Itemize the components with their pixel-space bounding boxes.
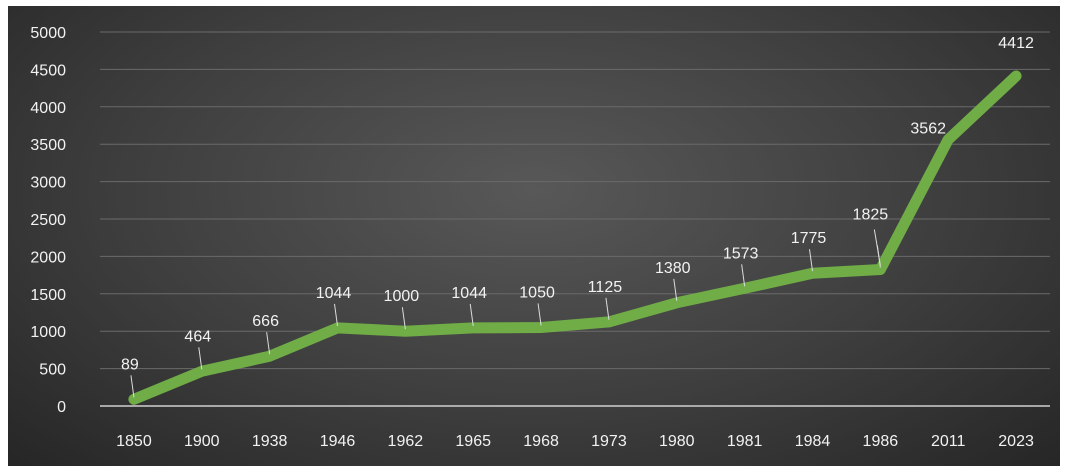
label-leader-line	[873, 229, 881, 266]
x-tick-label: 1984	[795, 433, 831, 450]
y-tick-label: 1000	[30, 324, 66, 341]
x-tick-label: 1938	[252, 433, 288, 450]
y-tick-label: 4000	[30, 100, 66, 117]
x-tick-label: 1850	[116, 433, 152, 450]
y-tick-label: 1500	[30, 287, 66, 304]
y-tick-label: 0	[57, 399, 66, 416]
x-tick-label: 1981	[727, 433, 763, 450]
label-leader-line	[605, 297, 610, 320]
x-tick-label: 1962	[388, 433, 424, 450]
data-label: 464	[184, 328, 211, 345]
y-tick-label: 3000	[30, 175, 66, 192]
data-label: 1044	[316, 285, 352, 302]
label-leader-line	[130, 375, 135, 398]
label-leader-line	[401, 307, 406, 330]
y-tick-label: 2000	[30, 249, 66, 266]
chart-area: 0 500 1000 1500 2000 2500 3000 3500 4000 4500 5000…	[8, 6, 1060, 466]
y-tick-label: 2500	[30, 212, 66, 229]
data-label: 4412	[998, 35, 1034, 52]
data-label: 3562	[910, 121, 946, 138]
label-leader-line	[266, 332, 271, 355]
label-leader-line	[673, 278, 678, 301]
label-leader-line	[198, 347, 203, 370]
label-leader-line	[809, 249, 813, 272]
data-label: 1380	[655, 260, 691, 277]
data-label: 1125	[588, 279, 623, 296]
data-label: 1044	[451, 285, 487, 302]
y-axis: 0 500 1000 1500 2000 2500 3000 3500 4000 4500 5000	[30, 25, 66, 416]
data-label: 1825	[853, 206, 889, 223]
label-leader-line	[741, 264, 746, 287]
x-tick-label: 1968	[523, 433, 559, 450]
x-tick-label: 1980	[659, 433, 695, 450]
data-label: 1000	[384, 288, 420, 305]
series-line	[128, 70, 1022, 405]
label-leader-line	[537, 303, 542, 326]
x-tick-label: 1965	[455, 433, 491, 450]
data-labels: 89 464 666 1044 1000 1044 1050 1125 1380 1573 1775…	[121, 35, 1034, 373]
y-tick-label: 500	[39, 362, 66, 379]
data-label: 666	[252, 313, 279, 330]
x-tick-label: 1973	[591, 433, 627, 450]
x-tick-label: 1900	[184, 433, 220, 450]
label-leader-line	[334, 303, 338, 326]
x-tick-label: 1946	[320, 433, 356, 450]
data-label: 1573	[723, 245, 759, 262]
data-label: 1050	[519, 284, 555, 301]
x-tick-label: 2023	[998, 433, 1034, 450]
x-axis: 1850 1900 1938 1946 1962 1965 1968 1973 1980 1981…	[116, 433, 1034, 450]
gridlines	[100, 31, 1050, 370]
label-leader-lines	[130, 229, 881, 398]
line-chart: 0 500 1000 1500 2000 2500 3000 3500 4000 4500 5000…	[30, 25, 1050, 450]
y-tick-label: 4500	[30, 62, 66, 79]
y-tick-label: 5000	[30, 25, 66, 42]
data-label: 89	[121, 356, 139, 373]
data-label: 1775	[791, 230, 827, 247]
x-tick-label: 1986	[863, 433, 899, 450]
y-tick-label: 3500	[30, 137, 66, 154]
x-tick-label: 2011	[931, 433, 966, 450]
label-leader-line	[469, 303, 474, 326]
